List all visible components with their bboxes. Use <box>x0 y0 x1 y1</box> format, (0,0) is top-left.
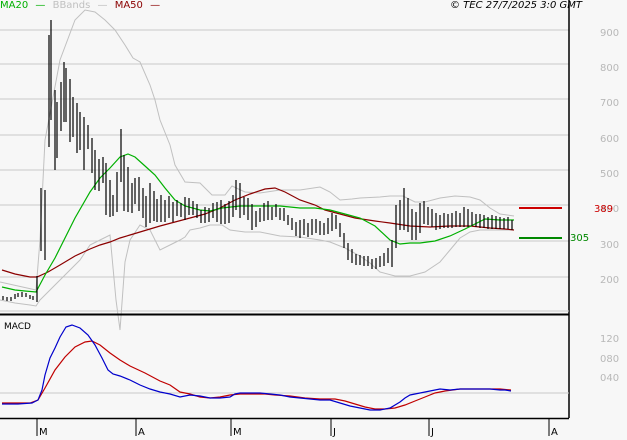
ohlc-bars <box>2 20 513 302</box>
resistance-value: 389 <box>594 204 614 215</box>
legend-bbands-label: BBands <box>52 0 91 11</box>
price-tick-300: 300 <box>600 240 620 251</box>
price-gridlines <box>0 29 569 278</box>
price-tick-500: 500 <box>600 169 620 180</box>
price-tick-600: 600 <box>600 134 620 145</box>
x-tick-label-j1: J <box>333 427 336 438</box>
price-tick-800: 800 <box>600 63 620 74</box>
x-tick-label-m2: M <box>233 427 242 438</box>
x-tick-label-j2: J <box>431 427 434 438</box>
price-tick-700: 700 <box>600 98 620 109</box>
ma20-line <box>1 153 514 293</box>
macd-tick-040: 040 <box>600 373 620 384</box>
price-tick-900: 900 <box>600 28 620 39</box>
macd-signal-line <box>2 340 512 410</box>
price-tick-400: 400 <box>600 204 620 215</box>
legend-ma20: MA20 — <box>0 0 46 11</box>
macd-tick-080: 080 <box>600 354 620 365</box>
chart-legend: MA20 — BBands — MA50 — <box>0 0 164 12</box>
copyright-text: © TEC 27/7/2025 3:0 GMT <box>450 0 582 11</box>
legend-ma50-label: MA50 <box>114 0 143 11</box>
bbands <box>0 9 515 331</box>
macd-line <box>2 324 512 411</box>
macd-title: MACD <box>4 322 31 332</box>
legend-ma20-label: MA20 <box>0 0 29 11</box>
x-tick-label-a2: A <box>551 427 558 438</box>
legend-ma50: MA50 — <box>114 0 161 11</box>
legend-bbands: BBands — <box>52 0 108 11</box>
x-tick-label-m1: M <box>39 427 48 438</box>
x-tick-label-a1: A <box>138 427 145 438</box>
x-ticks <box>36 419 550 436</box>
macd-tick-120: 120 <box>600 334 620 345</box>
ma50-line <box>1 187 515 278</box>
price-tick-200: 200 <box>600 275 620 286</box>
support-value: 305 <box>570 233 590 244</box>
